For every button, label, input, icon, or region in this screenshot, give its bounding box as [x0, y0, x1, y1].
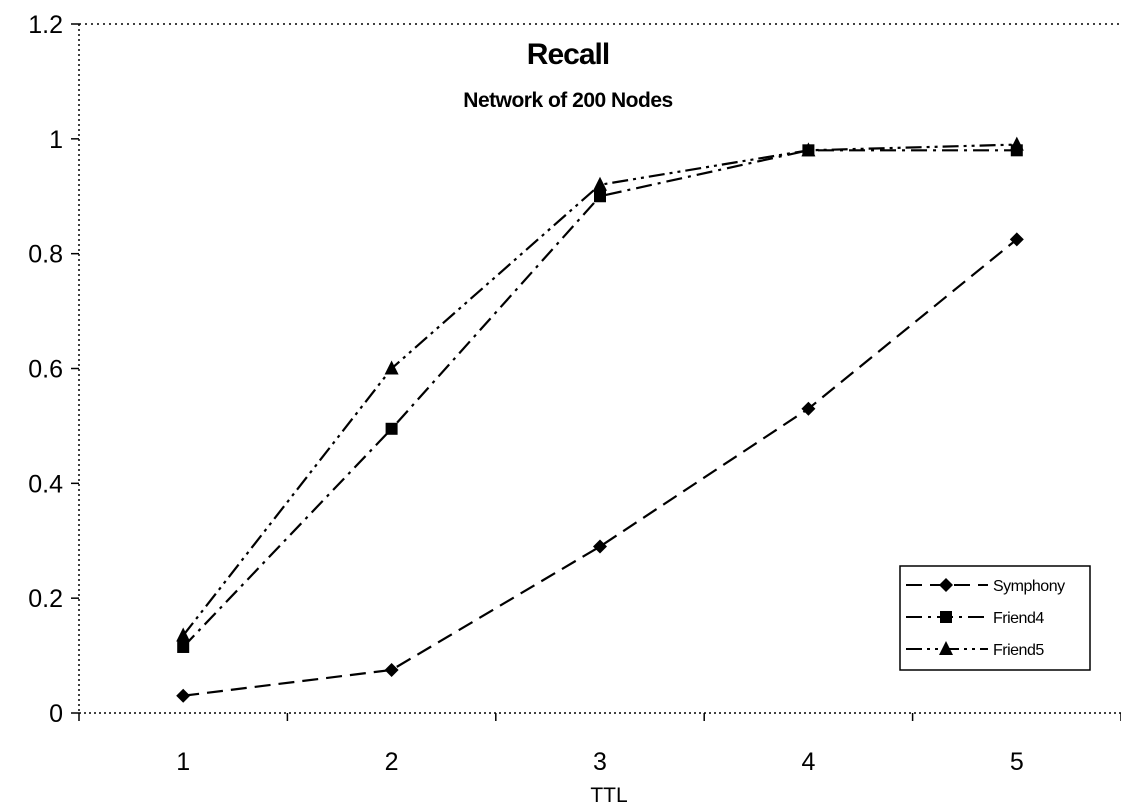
data-point-friend5	[593, 176, 607, 191]
x-tick-label: 1	[176, 748, 190, 776]
series-layer	[176, 136, 1024, 703]
y-tick-label: 0.6	[28, 356, 63, 384]
legend-box	[899, 565, 1091, 671]
legend-label-symphony: Symphony	[993, 578, 1065, 595]
series-friend5	[176, 136, 1024, 642]
series-line-friend4	[182, 149, 1017, 648]
data-point-symphony	[384, 662, 399, 677]
x-tick-label: 2	[385, 748, 399, 776]
data-point-friend5	[1009, 136, 1024, 151]
legend-label-friend5: Friend5	[993, 642, 1044, 659]
y-tick-label: 1.2	[28, 11, 63, 39]
series-line-friend5	[182, 143, 1017, 637]
data-point-symphony	[801, 401, 816, 416]
y-tick-label: 0	[49, 700, 63, 728]
data-point-friend4	[594, 190, 606, 203]
axes: 0 0.2 0.4 0.6 0.8 1 1.2 1 2 3 4 5	[28, 11, 1121, 776]
data-point-symphony	[593, 539, 607, 554]
legend-marker-symphony	[939, 578, 953, 592]
legend: Symphony Friend4 Friend5	[899, 565, 1091, 671]
x-tick-label: 3	[593, 748, 607, 776]
y-tick-label: 0.8	[28, 241, 63, 269]
series-line-symphony	[183, 238, 1018, 697]
chart-title: Recall	[527, 38, 609, 71]
data-point-friend5	[384, 360, 399, 375]
y-tick-label: 1	[49, 126, 63, 154]
data-point-friend5	[176, 627, 191, 642]
x-tick-label: 4	[801, 748, 815, 776]
data-point-friend5	[801, 142, 816, 157]
legend-label-friend4: Friend4	[993, 610, 1044, 627]
x-tick-label: 5	[1010, 748, 1024, 776]
data-point-symphony	[176, 688, 191, 703]
legend-marker-friend5	[939, 641, 953, 655]
chart-subtitle: Network of 200 Nodes	[463, 89, 672, 112]
y-tick-label: 0.2	[28, 585, 63, 613]
y-tick-label: 0.4	[28, 470, 63, 498]
data-point-symphony	[1009, 232, 1024, 247]
data-point-friend4	[177, 640, 190, 653]
legend-marker-friend4	[940, 611, 952, 623]
data-point-friend4	[385, 422, 398, 435]
series-symphony	[176, 232, 1024, 703]
series-friend4	[177, 144, 1023, 653]
x-axis-title: TTL	[590, 784, 627, 807]
